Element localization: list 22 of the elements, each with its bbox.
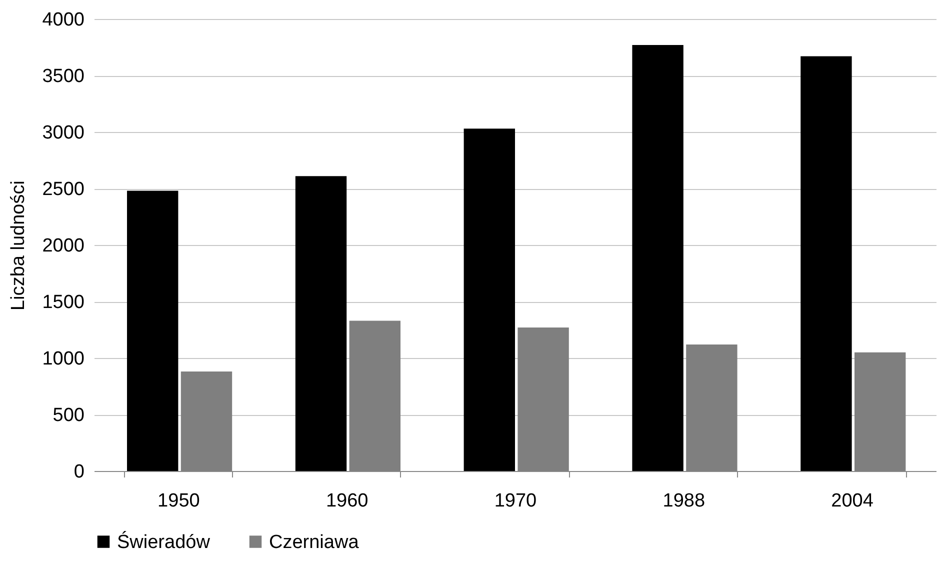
bar — [632, 44, 684, 471]
y-tick-label: 3000 — [42, 122, 84, 144]
bar — [127, 190, 178, 471]
y-tick-label: 500 — [52, 405, 84, 426]
bar — [295, 176, 347, 471]
y-tick-label: 1500 — [42, 292, 84, 313]
y-tick-label: 2500 — [42, 179, 84, 200]
y-tick-label: 3500 — [42, 66, 84, 87]
bar — [464, 128, 515, 471]
x-tick-label: 1970 — [494, 490, 537, 512]
x-tick-label: 1960 — [326, 490, 368, 512]
y-tick-label: 4000 — [42, 10, 84, 30]
bar — [800, 56, 852, 471]
x-tick-label: 2004 — [831, 490, 874, 512]
y-tick-label: 1000 — [42, 348, 84, 370]
x-tick-label: 1950 — [158, 490, 200, 512]
legend-label: Czerniawa — [269, 532, 360, 553]
y-axis-title: Liczba ludności — [8, 180, 30, 310]
legend-label: Świeradów — [117, 530, 210, 553]
y-tick-label: 0 — [74, 462, 84, 482]
y-tick-label: 2000 — [42, 236, 84, 256]
x-tick-label: 1988 — [662, 490, 706, 512]
